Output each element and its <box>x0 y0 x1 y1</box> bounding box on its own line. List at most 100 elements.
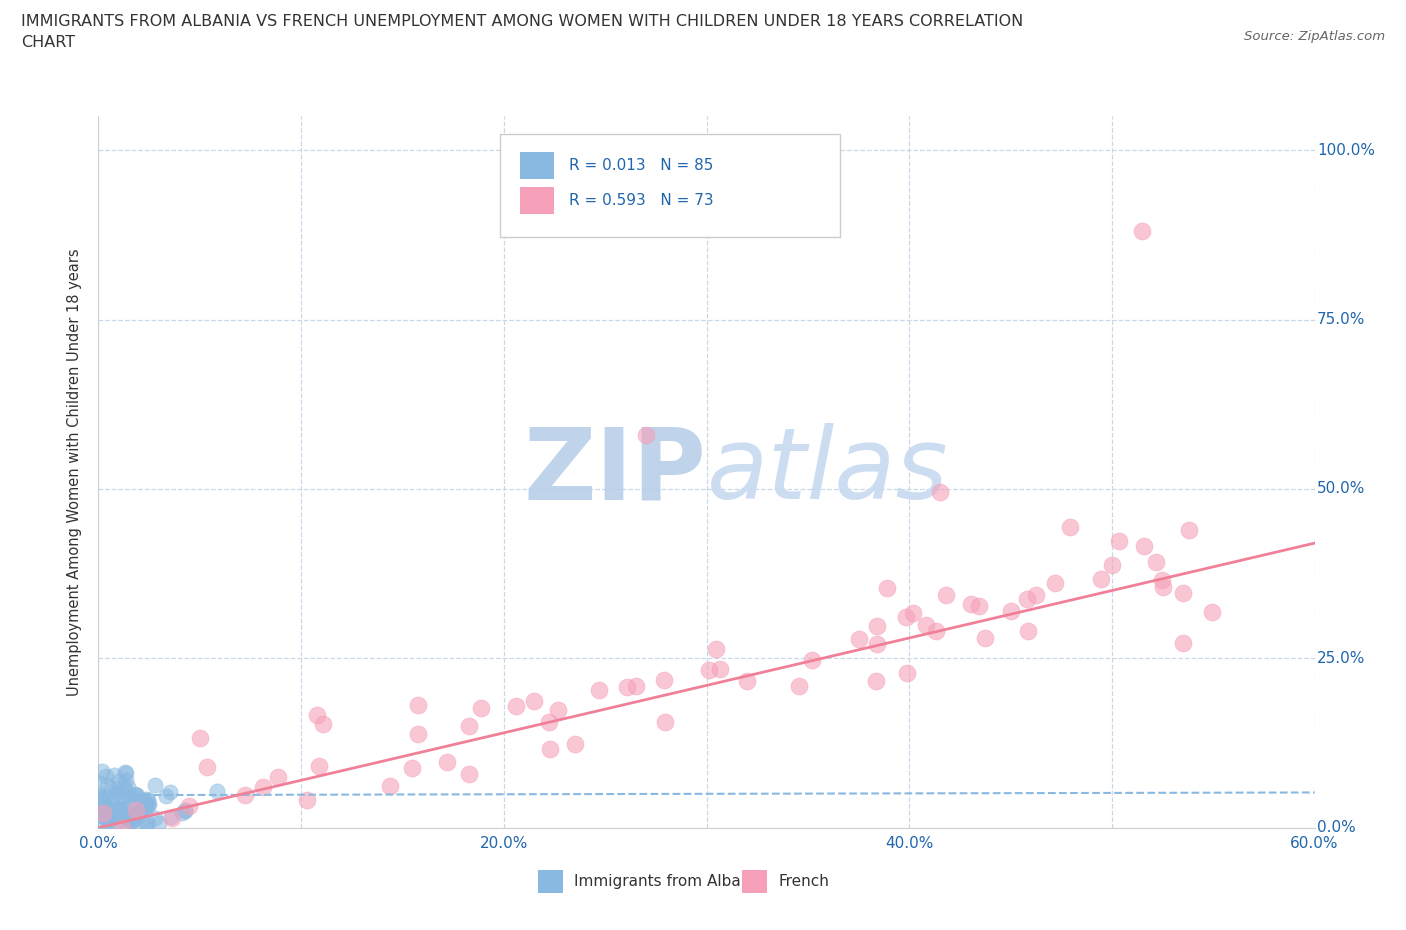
Text: atlas: atlas <box>707 423 948 521</box>
Point <box>876 580 898 595</box>
Text: 100.0%: 100.0% <box>1317 142 1375 157</box>
Point <box>654 714 676 729</box>
Point <box>1108 534 1130 549</box>
Point <box>135 798 157 813</box>
Point <box>98 792 121 807</box>
Point <box>124 803 146 817</box>
Point <box>522 693 544 708</box>
Point <box>588 682 610 697</box>
Point <box>135 791 157 806</box>
Point <box>96 790 118 804</box>
Y-axis label: Unemployment Among Women with Children Under 18 years: Unemployment Among Women with Children U… <box>67 248 83 696</box>
Point <box>101 810 124 825</box>
Point <box>634 427 657 442</box>
Text: 75.0%: 75.0% <box>1317 312 1365 327</box>
Point <box>967 599 990 614</box>
Point <box>136 797 159 812</box>
Point <box>1000 604 1022 618</box>
Point <box>177 799 200 814</box>
Point <box>896 666 918 681</box>
Point <box>118 813 141 828</box>
Point <box>124 804 146 819</box>
Point <box>112 779 135 794</box>
Text: 0.0%: 0.0% <box>1317 820 1355 835</box>
Point <box>155 789 177 804</box>
Point <box>132 800 155 815</box>
Point <box>436 754 458 769</box>
Point <box>132 792 155 807</box>
Point <box>135 800 157 815</box>
Text: CHART: CHART <box>21 35 75 50</box>
Point <box>103 808 125 823</box>
Point <box>121 809 143 824</box>
Point <box>89 791 111 806</box>
Point <box>537 714 560 729</box>
Point <box>1171 636 1194 651</box>
Point <box>127 806 149 821</box>
Point <box>125 810 148 825</box>
Point <box>108 803 131 817</box>
Point <box>1133 538 1156 553</box>
Point <box>115 811 138 826</box>
Point <box>173 803 195 817</box>
Point <box>104 817 127 831</box>
Point <box>252 779 274 794</box>
Point <box>111 789 134 804</box>
Point <box>103 767 125 782</box>
Point <box>114 806 136 821</box>
Point <box>110 802 132 817</box>
Point <box>97 820 120 835</box>
Bar <box>520 152 554 179</box>
Point <box>894 609 917 624</box>
Point <box>90 790 112 805</box>
Point <box>148 816 170 830</box>
Point <box>1152 573 1174 588</box>
Point <box>866 636 889 651</box>
Point <box>616 679 638 694</box>
Point <box>90 764 112 778</box>
Point <box>706 642 728 657</box>
Point <box>89 800 111 815</box>
Point <box>401 760 423 775</box>
Point <box>800 653 823 668</box>
Point <box>108 773 131 788</box>
Point <box>96 777 118 792</box>
Point <box>105 807 128 822</box>
Point <box>107 801 129 816</box>
Point <box>91 809 114 824</box>
Point <box>121 814 143 829</box>
Text: Immigrants from Albania: Immigrants from Albania <box>575 873 765 889</box>
Point <box>127 788 149 803</box>
Point <box>1059 519 1081 534</box>
Point <box>547 702 569 717</box>
Text: R = 0.593   N = 73: R = 0.593 N = 73 <box>569 193 714 208</box>
Point <box>1025 588 1047 603</box>
Point <box>107 803 129 817</box>
Point <box>1152 579 1174 594</box>
Point <box>94 769 117 784</box>
Point <box>94 798 117 813</box>
Point <box>97 802 120 817</box>
Point <box>1045 576 1067 591</box>
Text: French: French <box>779 873 830 889</box>
Point <box>91 794 114 809</box>
Point <box>457 766 479 781</box>
Point <box>308 759 330 774</box>
Point <box>160 809 183 824</box>
Point <box>652 672 675 687</box>
Point <box>89 788 111 803</box>
Text: IMMIGRANTS FROM ALBANIA VS FRENCH UNEMPLOYMENT AMONG WOMEN WITH CHILDREN UNDER 1: IMMIGRANTS FROM ALBANIA VS FRENCH UNEMPL… <box>21 14 1024 29</box>
Point <box>312 716 335 731</box>
Point <box>564 737 586 751</box>
Text: 25.0%: 25.0% <box>1317 651 1365 666</box>
Point <box>928 485 950 499</box>
Point <box>1201 605 1223 620</box>
Point <box>118 790 141 804</box>
Point <box>406 726 429 741</box>
FancyBboxPatch shape <box>499 134 841 237</box>
Point <box>1017 623 1039 638</box>
Point <box>307 707 329 722</box>
Point <box>1130 224 1153 239</box>
Point <box>87 804 110 819</box>
Point <box>1173 586 1195 601</box>
